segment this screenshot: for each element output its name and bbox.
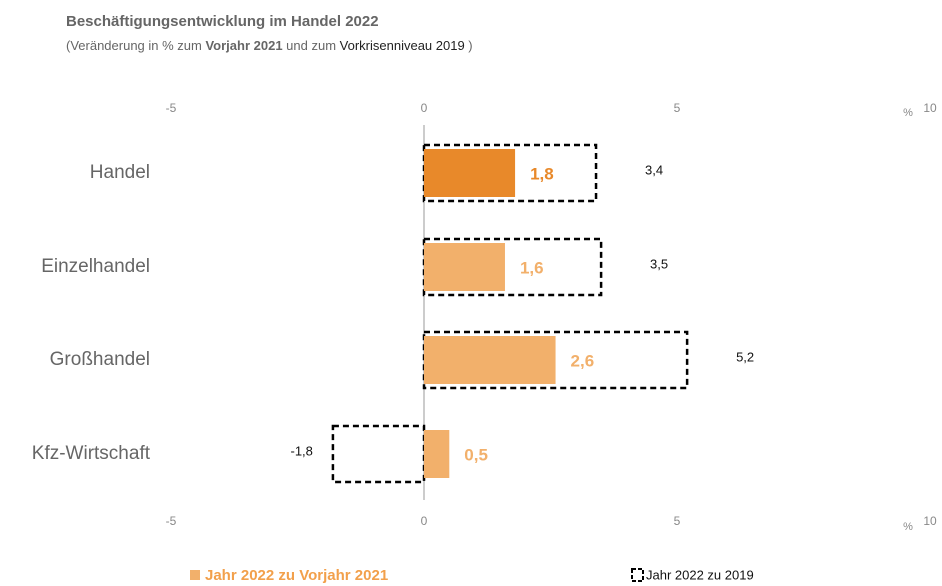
subtitle-part: Vorjahr 2021 [205,38,282,53]
value-label: 2,6 [571,351,595,370]
subtitle-part: ) [465,38,473,53]
value-label: -1,8 [291,443,313,458]
value-label: 3,5 [650,256,668,271]
y-tick-label: Einzelhandel [41,256,150,277]
legend-swatch [190,570,200,580]
x-tick-label: 0 [421,101,428,115]
bar [424,243,505,291]
y-tick-label: Handel [90,162,150,183]
x-unit: % [903,107,913,119]
x-tick-label: 5 [674,514,681,528]
value-label: 1,6 [520,258,544,277]
chart-title: Beschäftigungsentwicklung im Handel 2022 [66,13,379,30]
bar [424,149,516,197]
subtitle-part: und zum [283,38,340,53]
subtitle-part: Vorkrisenniveau 2019 [340,38,465,53]
y-tick-label: Kfz-Wirtschaft [32,443,151,464]
x-tick-label: 10 [923,514,937,528]
legend-swatch [631,568,644,582]
subtitle-part: (Veränderung in % zum [66,38,205,53]
x-tick-label: -5 [166,101,177,115]
outline-bar [331,424,426,484]
bar [424,336,556,384]
x-unit: % [903,521,913,533]
x-tick-label: 10 [923,101,937,115]
legend-label: Jahr 2022 zu 2019 [646,567,754,582]
outline-bar [422,143,598,203]
bar [424,430,450,478]
value-label: 0,5 [464,445,488,464]
y-tick-label: Großhandel [50,349,150,370]
chart-subtitle: (Veränderung in % zum Vorjahr 2021 und z… [66,38,473,53]
value-label: 1,8 [530,164,554,183]
legend-label: Jahr 2022 zu Vorjahr 2021 [205,567,388,584]
x-tick-label: 5 [674,101,681,115]
outline-bar [422,237,603,297]
value-label: 3,4 [645,162,663,177]
value-label: 5,2 [736,349,754,364]
x-tick-label: -5 [166,514,177,528]
x-tick-label: 0 [421,514,428,528]
